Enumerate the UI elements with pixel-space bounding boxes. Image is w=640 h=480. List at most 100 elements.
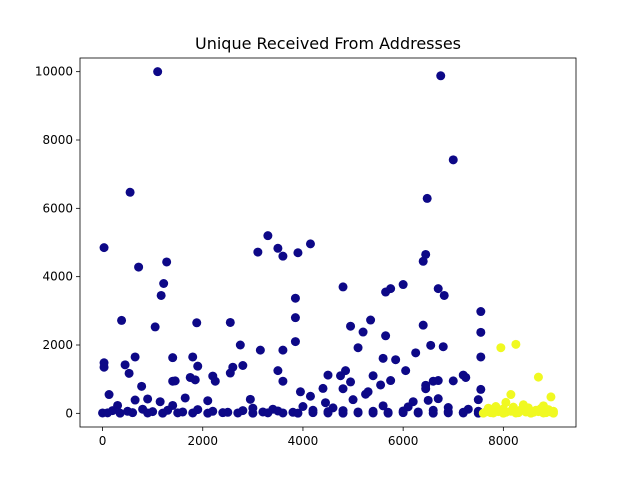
data-point [353,408,363,418]
data-point [443,408,453,418]
data-point [368,408,378,418]
data-point [170,376,180,386]
data-point [378,401,388,411]
data-point [421,249,431,259]
data-point [263,408,273,418]
data-point [448,155,458,165]
data-point [346,321,356,331]
data-point [320,398,330,408]
data-point [143,394,153,404]
data-point [418,320,428,330]
data-point [546,392,556,402]
data-point [278,251,288,261]
data-point [180,393,190,403]
data-point [130,395,140,405]
y-tick-label: 0 [65,406,73,420]
data-point [255,345,265,355]
data-point [476,307,486,317]
data-point [428,376,438,386]
data-point [308,408,318,418]
data-point [398,408,408,418]
data-point [295,387,305,397]
data-point [526,408,536,418]
y-tick-label: 4000 [42,270,73,284]
data-point [99,243,109,253]
data-point [538,408,548,418]
data-point [448,376,458,386]
data-point [290,293,300,303]
data-point [125,187,135,197]
data-point [348,395,358,405]
chart-title: Unique Received From Addresses [195,34,461,53]
data-point [130,352,140,362]
data-point [305,391,315,401]
data-point [476,327,486,337]
data-point [496,343,506,353]
data-point [433,394,443,404]
data-point [168,353,178,363]
y-tick-label: 6000 [42,201,73,215]
data-point [290,313,300,323]
data-point [193,361,203,371]
data-point [511,408,521,418]
data-point [458,408,468,418]
data-point [203,396,213,406]
data-point [278,376,288,386]
data-point [386,284,396,294]
data-point [278,345,288,355]
data-point [428,408,438,418]
data-point [398,280,408,290]
data-point [159,279,169,288]
data-point [156,290,166,300]
x-tick-label: 4000 [288,434,319,448]
data-point [318,383,328,393]
x-tick-label: 2000 [187,434,218,448]
data-point [203,408,213,418]
data-point [533,372,543,382]
y-tick-label: 10000 [35,65,73,79]
data-point [238,361,248,370]
data-point [423,395,433,405]
data-point [368,371,378,381]
data-point [117,315,127,325]
data-point [273,243,283,253]
data-point [192,318,202,328]
data-point [134,262,144,272]
data-point [338,384,348,394]
x-tick-label: 6000 [388,434,419,448]
x-tick-label: 8000 [488,434,519,448]
data-point [401,366,411,376]
data-point [353,343,363,353]
data-point [323,370,333,380]
data-point [225,317,235,327]
data-point [233,408,243,418]
data-point [124,368,134,378]
data-point [421,384,431,394]
data-point [438,342,448,352]
data-point [225,368,235,378]
data-point [383,408,393,418]
data-point [473,395,483,405]
data-point [476,352,486,362]
y-tick-label: 2000 [42,338,73,352]
data-point [426,340,436,350]
data-point [103,408,113,418]
data-point [511,339,521,349]
data-point [305,239,315,249]
plot-frame [79,57,577,428]
data-point [298,402,308,411]
data-point [378,353,388,363]
data-point [418,256,428,266]
data-point [210,376,220,386]
data-point [461,372,471,382]
data-point [273,366,283,376]
data-point [162,257,172,267]
data-point [253,247,263,257]
data-point [99,362,109,372]
data-point [411,348,421,358]
data-point [413,408,423,418]
data-point [188,352,198,362]
data-point [104,390,114,400]
data-point [155,397,165,407]
data-point [336,371,346,381]
